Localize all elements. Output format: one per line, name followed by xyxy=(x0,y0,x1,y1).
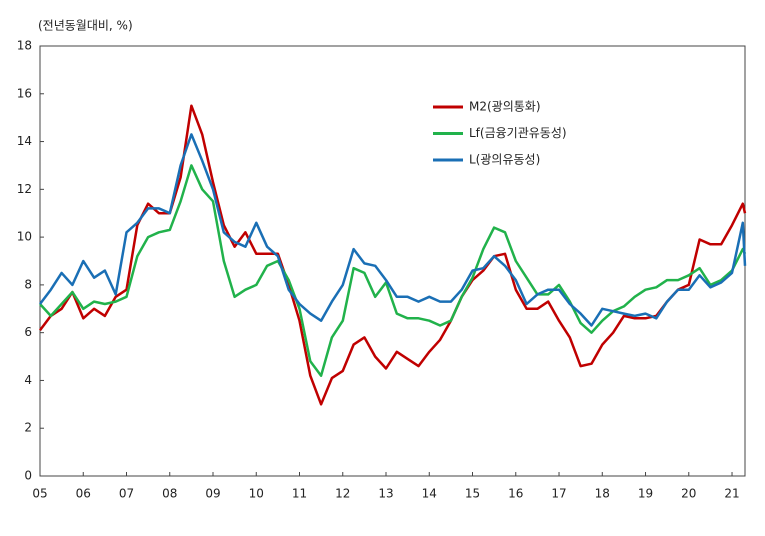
y-tick-label: 2 xyxy=(24,421,32,435)
y-tick-label: 4 xyxy=(24,373,32,387)
y-tick-label: 0 xyxy=(24,469,32,483)
x-tick-label: 17 xyxy=(551,487,566,501)
x-tick-label: 06 xyxy=(76,487,91,501)
x-tick-label: 21 xyxy=(724,487,739,501)
x-tick-label: 14 xyxy=(422,487,437,501)
x-tick-label: 15 xyxy=(465,487,480,501)
y-tick-label: 10 xyxy=(17,230,32,244)
legend-label: M2(광의통화) xyxy=(469,100,541,114)
x-tick-label: 10 xyxy=(249,487,264,501)
x-tick-label: 20 xyxy=(681,487,696,501)
series-line xyxy=(39,133,747,327)
legend-label: L(광의유동성) xyxy=(469,153,540,167)
y-tick-label: 12 xyxy=(17,182,32,196)
series-line xyxy=(39,104,747,406)
x-tick-label: 08 xyxy=(162,487,177,501)
x-tick-label: 18 xyxy=(595,487,610,501)
series-line xyxy=(39,164,747,377)
x-tick-label: 16 xyxy=(508,487,523,501)
x-tick-label: 07 xyxy=(119,487,134,501)
legend-label: Lf(금융기관유동성) xyxy=(469,126,567,140)
x-tick-label: 05 xyxy=(32,487,47,501)
y-tick-label: 6 xyxy=(24,325,32,339)
y-tick-label: 16 xyxy=(17,86,32,100)
y-tick-label: 14 xyxy=(17,134,32,148)
x-tick-label: 11 xyxy=(292,487,307,501)
x-tick-label: 09 xyxy=(205,487,220,501)
x-tick-label: 12 xyxy=(335,487,350,501)
y-tick-label: 18 xyxy=(17,39,32,53)
x-tick-label: 19 xyxy=(638,487,653,501)
y-tick-label: 8 xyxy=(24,277,32,291)
axis-unit-label: (전년동월대비, %) xyxy=(38,19,133,33)
x-tick-label: 13 xyxy=(378,487,393,501)
